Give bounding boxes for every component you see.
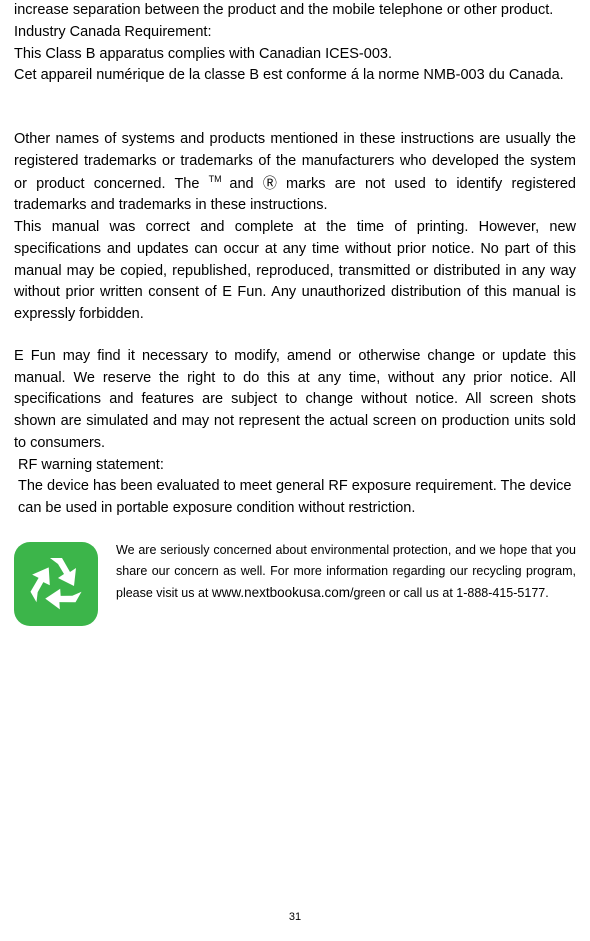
- environmental-text: We are seriously concerned about environ…: [116, 540, 576, 605]
- para-separation: increase separation between the product …: [14, 0, 576, 22]
- para-class-b-en: This Class B apparatus complies with Can…: [14, 44, 576, 66]
- spacer: [14, 326, 576, 346]
- text-fragment: and: [229, 176, 262, 192]
- para-manual-correct: This manual was correct and complete at …: [14, 217, 576, 326]
- env-url: www.nextbookusa.com: [212, 585, 350, 600]
- para-industry-canada-heading: Industry Canada Requirement:: [14, 22, 576, 44]
- tm-superscript: TM: [209, 174, 230, 184]
- spacer: [14, 87, 576, 129]
- page-number: 31: [0, 911, 590, 923]
- text-fragment: /green or call us at 1-888-415-5177.: [350, 586, 549, 600]
- environmental-block: We are seriously concerned about environ…: [14, 540, 576, 626]
- para-class-b-fr: Cet appareil numérique de la classe B es…: [14, 65, 576, 87]
- registered-symbol: Ⓡ: [263, 173, 277, 194]
- document-body: increase separation between the product …: [14, 0, 576, 626]
- recycle-icon: [14, 542, 98, 626]
- para-trademarks: Other names of systems and products ment…: [14, 129, 576, 217]
- para-efun-modify: E Fun may find it necessary to modify, a…: [14, 346, 576, 455]
- para-rf-heading: RF warning statement:: [14, 455, 576, 477]
- para-rf-body: The device has been evaluated to meet ge…: [14, 476, 576, 520]
